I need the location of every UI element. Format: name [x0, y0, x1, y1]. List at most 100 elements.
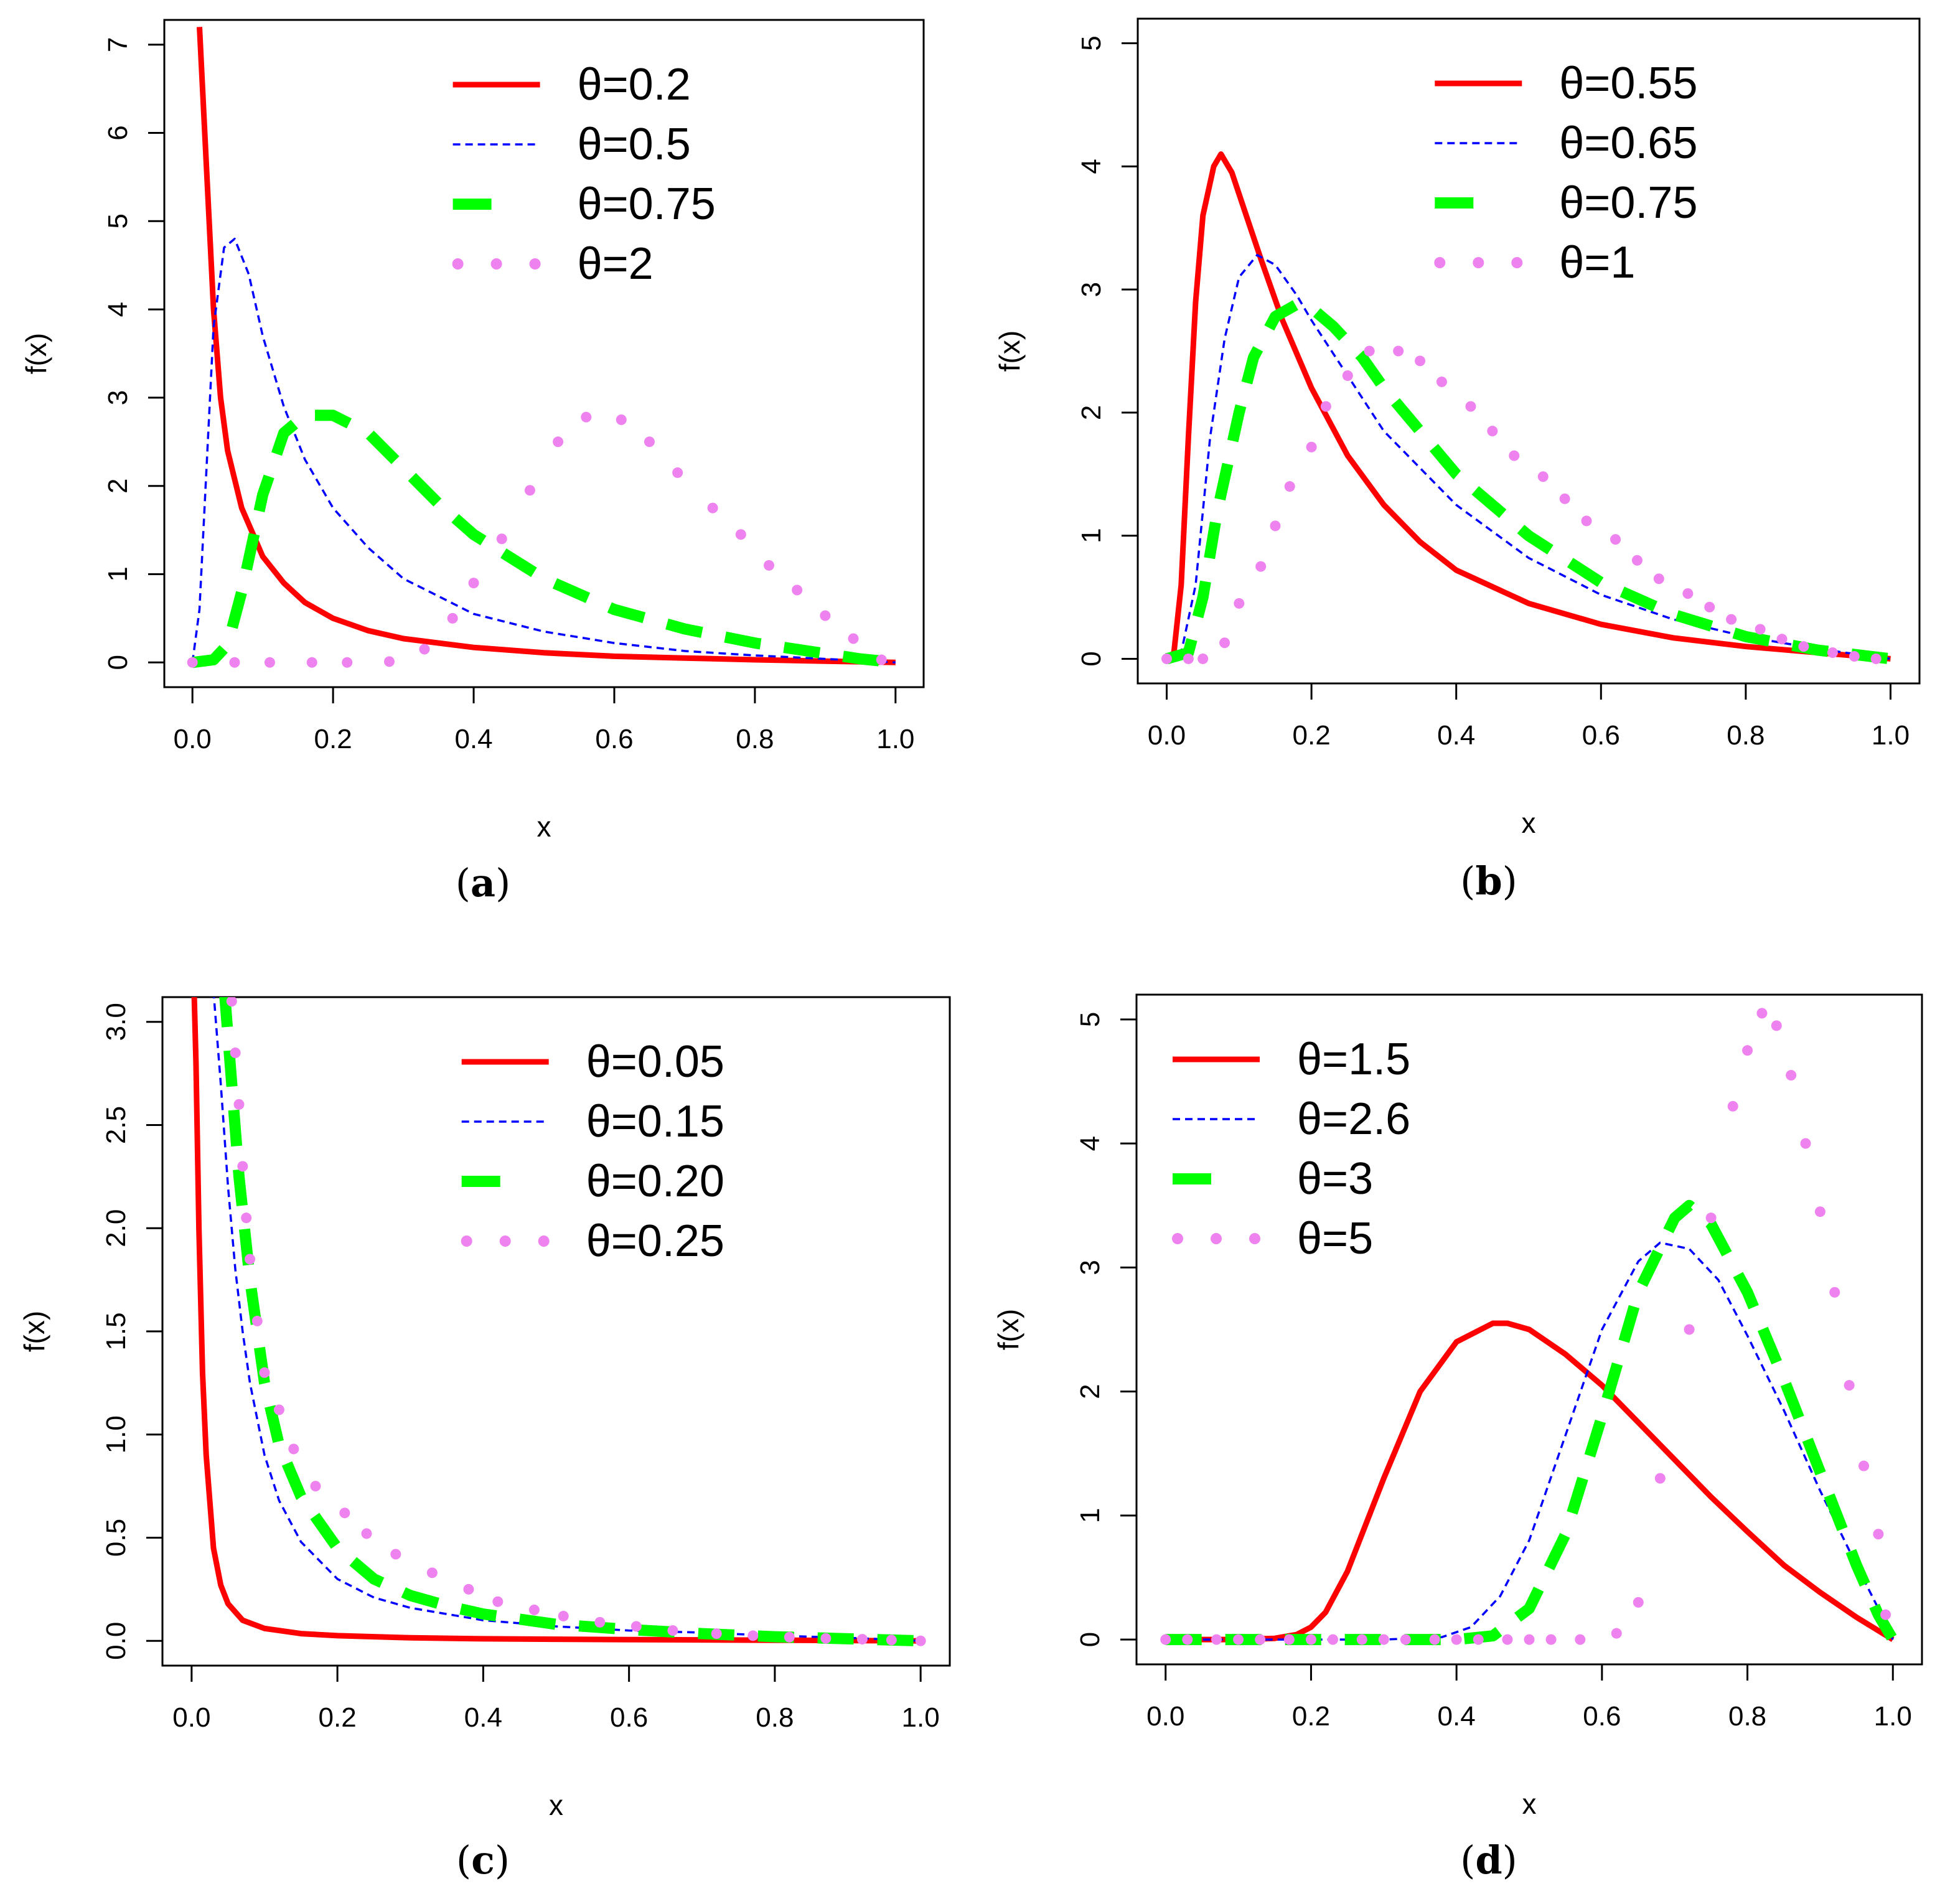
x-tick-label: 0.8 — [1727, 720, 1765, 751]
data-point-c-s3 — [558, 1610, 569, 1621]
caption-letter: c — [471, 1837, 495, 1883]
series-line-b-s2 — [1165, 298, 1891, 665]
data-point-b-s3 — [1682, 588, 1694, 599]
data-point-b-s3 — [1827, 647, 1838, 659]
x-tick-label: 0.6 — [1583, 1701, 1621, 1732]
series-line-d-s2 — [1165, 1199, 1898, 1646]
data-point-d-s3 — [1814, 1206, 1825, 1217]
y-tick-label: 5 — [103, 213, 133, 228]
x-tick-label: 0.4 — [1438, 1701, 1476, 1732]
data-point-c-s3 — [856, 1634, 868, 1645]
data-point-a-s3 — [229, 657, 240, 668]
legend: θ=0.05 θ=0.15 θ=0.20 θ=0.25 — [461, 1037, 724, 1266]
data-point-c-s3 — [426, 1567, 438, 1578]
legend-label: θ=0.75 — [1559, 178, 1697, 228]
data-point-d-s3 — [1233, 1634, 1244, 1645]
y-axis-label: f(x) — [992, 1309, 1024, 1350]
data-point-b-s3 — [1284, 481, 1295, 492]
legend-swatch — [1473, 257, 1484, 268]
y-axis-label: f(x) — [18, 1311, 50, 1352]
data-point-a-s3 — [820, 610, 831, 621]
panel-caption: (a) — [456, 860, 511, 906]
y-tick-label: 1 — [1075, 1508, 1105, 1523]
data-point-b-s3 — [1704, 601, 1715, 612]
data-point-a-s3 — [581, 411, 592, 423]
data-point-c-s3 — [594, 1616, 606, 1628]
data-point-b-s3 — [1306, 441, 1317, 453]
data-point-d-s3 — [1182, 1634, 1193, 1645]
data-point-b-s3 — [1255, 561, 1267, 572]
data-point-c-s3 — [245, 1254, 256, 1265]
legend: θ=0.2 θ=0.5 θ=0.75 θ=2 — [452, 60, 716, 289]
panel-caption: (d) — [1460, 1837, 1517, 1883]
legend-label: θ=1 — [1559, 238, 1635, 288]
series-line-c-s1 — [213, 997, 921, 1642]
legend-label: θ=1.5 — [1297, 1034, 1410, 1084]
data-point-b-s3 — [1161, 653, 1173, 664]
data-point-c-s3 — [241, 1212, 252, 1224]
legend-label: θ=5 — [1297, 1214, 1373, 1264]
x-tick-label: 0.2 — [1292, 1701, 1330, 1732]
data-point-a-s3 — [383, 656, 395, 667]
data-point-c-s3 — [259, 1367, 270, 1378]
data-point-b-s3 — [1270, 520, 1281, 532]
legend-label: θ=0.20 — [586, 1156, 724, 1206]
data-point-b-s3 — [1776, 634, 1788, 645]
x-tick-label: 0.4 — [464, 1702, 502, 1733]
data-point-b-s3 — [1342, 370, 1353, 382]
caption-letter: b — [1475, 858, 1502, 904]
data-point-d-s3 — [1211, 1634, 1222, 1645]
series-line-b-s0 — [1165, 151, 1891, 662]
y-tick-label: 1.5 — [101, 1312, 131, 1350]
x-tick-label: 0.0 — [1148, 720, 1186, 751]
y-tick-label: 3.0 — [101, 1003, 131, 1041]
data-point-a-s3 — [468, 578, 479, 589]
y-tick-label: 0 — [1075, 1632, 1105, 1647]
data-point-d-s3 — [1727, 1100, 1738, 1112]
data-point-a-s3 — [496, 533, 507, 545]
data-point-b-s3 — [1798, 641, 1809, 652]
data-point-b-s3 — [1183, 653, 1194, 664]
legend-label: θ=3 — [1297, 1154, 1373, 1204]
data-point-d-s3 — [1633, 1597, 1644, 1608]
data-point-b-s3 — [1559, 493, 1570, 504]
x-tick-label: 0.6 — [595, 724, 633, 754]
x-tick-label: 0.8 — [736, 724, 774, 754]
data-point-c-s3 — [310, 1481, 321, 1492]
x-tick-label: 0.2 — [1293, 720, 1331, 751]
series-group — [191, 997, 926, 1647]
data-point-b-s3 — [1870, 653, 1882, 664]
data-point-a-s3 — [447, 612, 458, 624]
data-point-d-s3 — [1328, 1634, 1338, 1645]
legend-swatch — [538, 1236, 550, 1247]
series-line-a-s0 — [197, 27, 896, 665]
data-point-b-s3 — [1364, 345, 1375, 357]
legend-swatch — [452, 258, 464, 270]
data-point-c-s3 — [230, 1048, 241, 1058]
data-point-d-s3 — [1684, 1324, 1695, 1335]
y-axis-label: f(x) — [993, 331, 1026, 372]
data-point-a-s3 — [616, 414, 627, 425]
data-point-a-s3 — [419, 644, 430, 655]
data-point-b-s3 — [1320, 401, 1331, 412]
x-axis-label: x — [537, 810, 551, 843]
y-tick-label: 2 — [1076, 405, 1107, 420]
panel-a: 0.0 0.2 0.4 0.6 0.8 1.001234567xf(x)θ=0.2θ=0.… — [20, 19, 925, 906]
data-point-b-s3 — [1393, 345, 1404, 357]
data-point-d-s3 — [1611, 1628, 1622, 1639]
data-point-c-s3 — [251, 1315, 263, 1326]
data-point-a-s3 — [524, 485, 535, 496]
data-point-d-s3 — [1451, 1634, 1462, 1645]
x-tick-label: 0.2 — [314, 724, 352, 754]
y-tick-label: 1 — [1076, 528, 1107, 543]
data-point-a-s3 — [707, 502, 718, 514]
data-point-a-s3 — [644, 436, 655, 448]
x-tick-label: 0.6 — [1582, 720, 1620, 751]
data-point-c-s3 — [711, 1628, 722, 1639]
data-point-d-s3 — [1255, 1634, 1266, 1645]
data-point-c-s3 — [237, 1161, 248, 1172]
x-tick-label: 0.0 — [174, 724, 212, 754]
y-tick-label: 0.5 — [101, 1519, 131, 1557]
series-group — [187, 27, 896, 668]
